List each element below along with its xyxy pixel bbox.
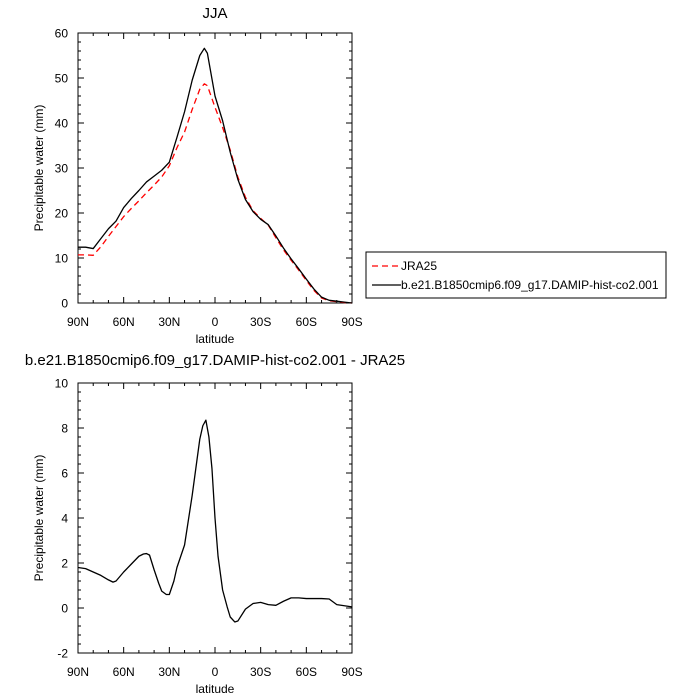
- y-tick-label: 20: [55, 207, 69, 221]
- x-tick-label: 60S: [296, 665, 317, 679]
- series-line-0: [77, 419, 353, 623]
- y-tick-label: 30: [55, 162, 69, 176]
- chart-title: b.e21.B1850cmip6.f09_g17.DAMIP-hist-co2.…: [25, 352, 405, 369]
- x-tick-label: 0: [212, 665, 219, 679]
- legend-label-1: b.e21.B1850cmip6.f09_g17.DAMIP-hist-co2.…: [401, 278, 659, 292]
- x-tick-label: 60S: [296, 315, 317, 329]
- x-tick-label: 30N: [158, 665, 180, 679]
- chart-title: JJA: [202, 5, 227, 22]
- x-tick-label: 30S: [250, 315, 271, 329]
- y-axis-label: Precipitable water (mm): [32, 105, 46, 232]
- y-tick-label: 10: [55, 377, 69, 391]
- series-line-0: [78, 83, 353, 304]
- y-tick-label: 40: [55, 117, 69, 131]
- x-axis-label: latitude: [196, 332, 235, 346]
- legend: JRA25 b.e21.B1850cmip6.f09_g17.DAMIP-hist…: [365, 251, 667, 299]
- x-tick-label: 30S: [250, 665, 271, 679]
- x-tick-label: 30N: [158, 315, 180, 329]
- y-tick-label: -2: [57, 647, 68, 661]
- plot-frame: [77, 32, 353, 304]
- y-tick-label: 50: [55, 72, 69, 86]
- y-tick-label: 8: [61, 422, 68, 436]
- panel-top-jja: JJA 0 10 20 30 40 50 60 90N 60N 30N 0 30S 60S 90S latit…: [32, 5, 363, 346]
- y-tick-label: 0: [61, 297, 68, 311]
- legend-box: [365, 251, 667, 299]
- y-tick-label: 10: [55, 252, 69, 266]
- x-tick-label: 60N: [113, 315, 135, 329]
- panel-bottom-difference: b.e21.B1850cmip6.f09_g17.DAMIP-hist-co2.…: [25, 352, 405, 696]
- x-tick-label: 90N: [67, 315, 89, 329]
- x-axis-label: latitude: [196, 682, 235, 696]
- x-tick-label: 60N: [113, 665, 135, 679]
- y-tick-label: 0: [61, 602, 68, 616]
- series-line-1: [78, 47, 353, 304]
- x-tick-label: 90S: [341, 315, 362, 329]
- x-tick-label: 90N: [67, 665, 89, 679]
- x-tick-label: 90S: [341, 665, 362, 679]
- y-tick-label: 2: [61, 557, 68, 571]
- y-tick-label: 4: [61, 512, 68, 526]
- y-axis-label: Precipitable water (mm): [32, 455, 46, 582]
- y-tick-label: 6: [61, 467, 68, 481]
- y-tick-label: 60: [55, 27, 69, 41]
- x-tick-label: 0: [212, 315, 219, 329]
- legend-label-0: JRA25: [401, 259, 437, 273]
